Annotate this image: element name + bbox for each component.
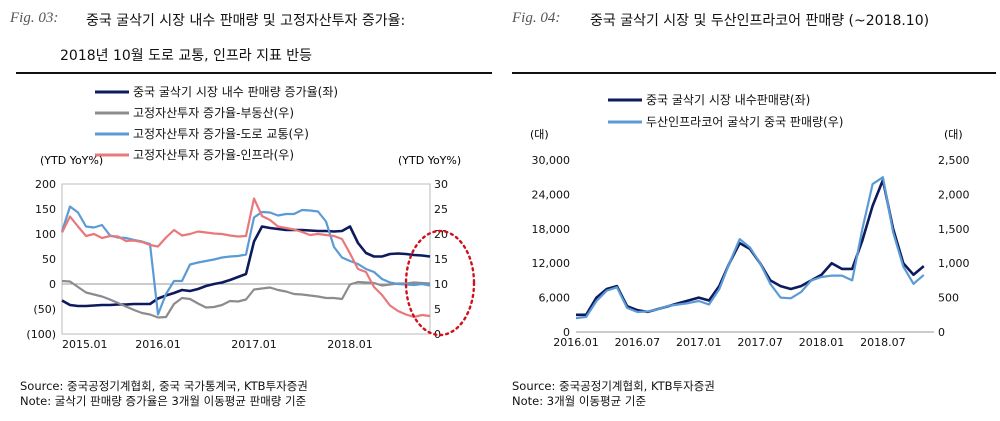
left-axis-title: (YTD YoY%)	[40, 154, 103, 167]
right-axis-title: (YTD YoY%)	[398, 154, 461, 167]
legend-label: 중국 굴삭기 시장 내수 판매량 증가율(좌)	[133, 85, 338, 99]
y-right-tick-label: 1,500	[938, 223, 970, 236]
y-left-tick-label: 30,000	[532, 154, 571, 167]
series-lines	[575, 176, 925, 320]
series-line-2	[60, 205, 431, 316]
y-left-tick-label: 18,000	[532, 223, 571, 236]
y-left-tick-label: 12,000	[532, 257, 571, 270]
y-right-tick-label: 2,000	[938, 188, 970, 201]
figure-04-panel: Fig. 04: 중국 굴삭기 시장 및 두산인프라코어 판매량 (~2018.…	[508, 0, 1000, 421]
y-left-tick-label: 50	[42, 253, 56, 266]
series-line-3	[61, 197, 431, 319]
x-tick-label: 2018.01	[327, 338, 373, 351]
legend: 중국 굴삭기 시장 내수 판매량 증가율(좌) 고정자산투자 증가율-부동산(우)…	[95, 85, 338, 162]
y-left-tick-label: 0	[49, 278, 56, 291]
chart-03: 중국 굴삭기 시장 내수 판매량 증가율(좌) 고정자산투자 증가율-부동산(우)…	[26, 85, 476, 351]
x-tick-label: 2016.01	[135, 338, 181, 351]
y-right-tick-label: 2,500	[938, 154, 970, 167]
y-right-tick-label: 5	[434, 303, 441, 316]
x-tick-label: 2016.07	[615, 336, 661, 349]
legend-label: 두산인프라코어 굴삭기 중국 판매량(우)	[646, 115, 843, 129]
y-right-tick-label: 0	[938, 326, 945, 339]
legend-label: 중국 굴삭기 시장 내수판매량(좌)	[646, 93, 810, 107]
y-left-tick-label: (100)	[26, 328, 56, 341]
y-right-tick-label: 15	[434, 253, 448, 266]
y-right-tick-label: 500	[938, 292, 959, 305]
y-left-tick-label: 24,000	[532, 188, 571, 201]
x-tick-label: 2018.01	[799, 336, 845, 349]
title-rule	[512, 72, 996, 74]
source-text: Source: 중국공정기계협회, KTB투자증권	[512, 379, 715, 393]
axes: 30,000 24,000 18,000 12,000 6,000 0 2,500 2,000…	[532, 154, 970, 349]
note-text: Note: 3개월 이동평균 기준	[512, 394, 647, 408]
figure-03-panel: Fig. 03: 중국 굴삭기 시장 내수 판매량 및 고정자산투자 증가율: …	[0, 0, 492, 421]
legend-label: 고정자산투자 증가율-부동산(우)	[133, 106, 294, 120]
chart-subtitle: 2018년 10월 도로 교통, 인프라 지표 반등	[60, 48, 313, 64]
right-axis-title: (대)	[944, 128, 963, 141]
y-right-tick-label: 25	[434, 203, 448, 216]
y-left-tick-label: (50)	[33, 303, 56, 316]
y-left-tick-label: 150	[35, 203, 56, 216]
series-line-1	[575, 176, 925, 320]
x-tick-label: 2017.01	[231, 338, 277, 351]
highlight-circle	[404, 229, 476, 337]
y-right-tick-label: 0	[434, 328, 441, 341]
left-axis-title: (대)	[530, 128, 549, 141]
y-left-tick-label: 200	[35, 178, 56, 191]
title-rule	[16, 72, 492, 74]
x-tick-label: 2016.01	[553, 336, 599, 349]
legend-label: 고정자산투자 증가율-도로 교통(우)	[133, 127, 309, 141]
fig-label: Fig. 04:	[512, 10, 561, 26]
fig-label: Fig. 03:	[10, 10, 59, 26]
x-tick-label: 2017.01	[676, 336, 722, 349]
axes: 200150100500(50)(100)3025201510502015.01…	[26, 178, 448, 351]
y-left-tick-label: 100	[35, 228, 56, 241]
chart-title: 중국 굴삭기 시장 내수 판매량 및 고정자산투자 증가율:	[86, 13, 406, 29]
y-left-tick-label: 6,000	[539, 292, 571, 305]
series-line-1	[61, 279, 431, 319]
note-text: Note: 굴삭기 판매량 증가율은 3개월 이동평균 판매량 기준	[20, 394, 307, 408]
x-tick-label: 2015.01	[62, 338, 108, 351]
x-tick-label: 2017.07	[737, 336, 783, 349]
legend: 중국 굴삭기 시장 내수판매량(좌) 두산인프라코어 굴삭기 중국 판매량(우)	[608, 93, 843, 129]
y-right-tick-label: 1,000	[938, 257, 970, 270]
x-tick-label: 2018.07	[860, 336, 906, 349]
y-right-tick-label: 30	[434, 178, 448, 191]
legend-label: 고정자산투자 증가율-인프라(우)	[133, 148, 294, 162]
y-left-tick-label: 0	[563, 326, 570, 339]
plot-frame	[61, 183, 431, 335]
chart-04: 중국 굴삭기 시장 내수판매량(좌)두산인프라코어 굴삭기 중국 판매량(우) …	[530, 93, 970, 349]
y-right-tick-label: 10	[434, 278, 448, 291]
series-lines	[60, 197, 431, 319]
chart-title: 중국 굴삭기 시장 및 두산인프라코어 판매량 (~2018.10)	[590, 13, 930, 29]
source-text: Source: 중국공정기계협회, 중국 국가통계국, KTB투자증권	[20, 379, 308, 393]
